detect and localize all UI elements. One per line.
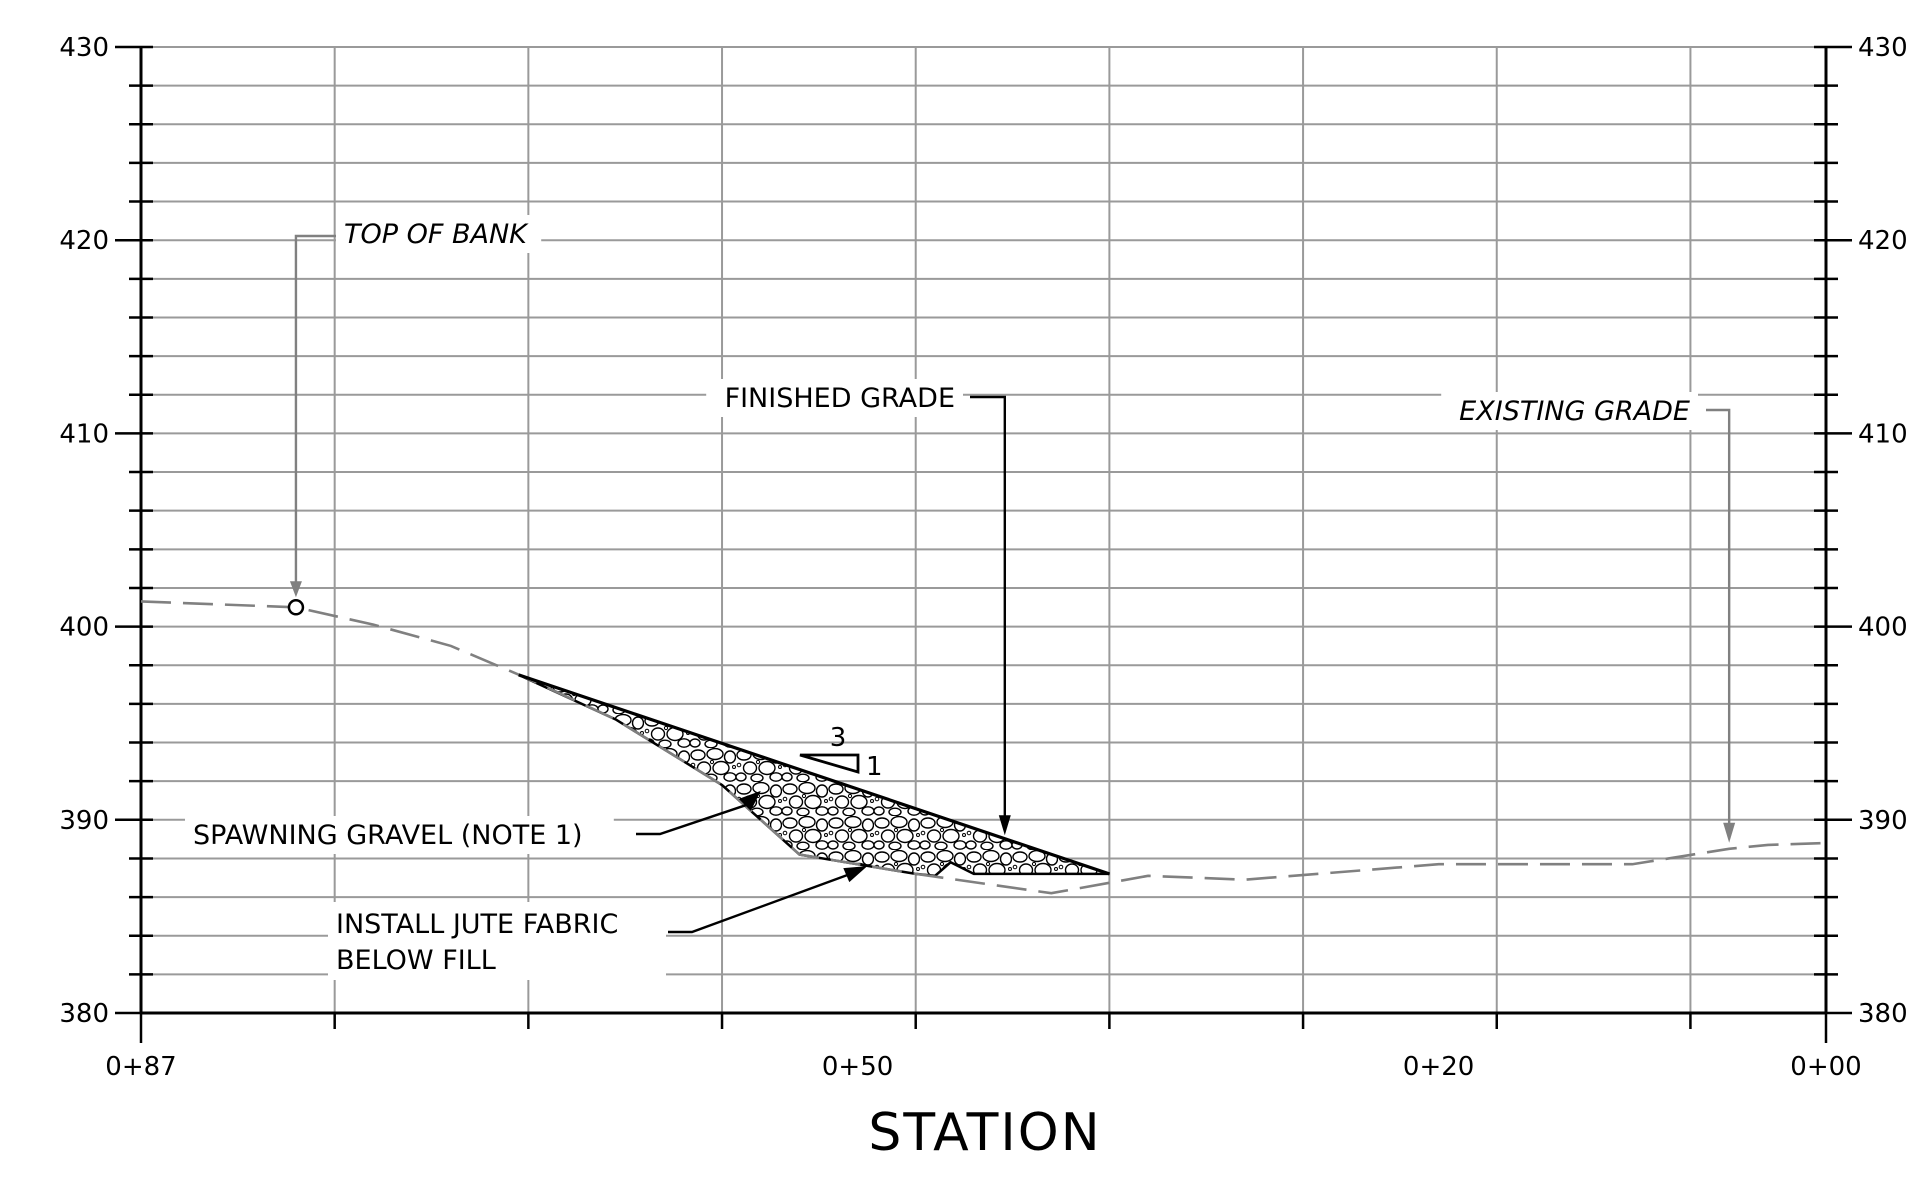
top-of-bank-marker bbox=[287, 599, 305, 616]
spawning-gravel-label-bg bbox=[185, 816, 614, 854]
existing-grade-arrowhead bbox=[1723, 822, 1736, 843]
series-layer bbox=[140, 600, 1827, 895]
y-tick-label-right: 430 bbox=[1858, 33, 1908, 63]
y-tick-label-right: 380 bbox=[1858, 999, 1908, 1029]
jute-fabric-leader bbox=[668, 871, 856, 934]
finished-grade-line bbox=[518, 673, 1110, 876]
y-tick-label-right: 400 bbox=[1858, 613, 1908, 643]
x-tick-label: 0+50 bbox=[822, 1052, 893, 1082]
x-axis-title: STATION bbox=[868, 1103, 1101, 1163]
jute-fabric-label-line: INSTALL JUTE FABRIC bbox=[336, 909, 618, 940]
y-tick-label-right: 410 bbox=[1858, 419, 1908, 449]
x-tick-label: 0+20 bbox=[1403, 1052, 1474, 1082]
spawning-gravel-label: SPAWNING GRAVEL (NOTE 1) bbox=[193, 820, 583, 851]
y-tick-label-left: 430 bbox=[59, 33, 109, 63]
existing-grade-label-bg bbox=[1441, 392, 1698, 430]
spawning-gravel-leader bbox=[636, 801, 754, 836]
existing-grade-line bbox=[140, 600, 1827, 895]
finished-grade-label-bg bbox=[706, 379, 963, 417]
spawning-gravel-arrowhead bbox=[738, 790, 761, 811]
axis-ticks bbox=[115, 45, 1852, 1043]
slope-triangle bbox=[799, 753, 860, 774]
y-axis-left-labels: 380 390 400 410 420 430 bbox=[59, 33, 109, 1029]
top-of-bank-label: TOP OF BANK bbox=[344, 219, 529, 250]
top-of-bank-arrowhead bbox=[289, 581, 302, 598]
annotation-layer: TOP OF BANK FINISHED GRADE EXISTING GRADE S… bbox=[185, 215, 1736, 980]
top-of-bank-leader bbox=[294, 234, 341, 594]
finished-grade-label: FINISHED GRADE bbox=[725, 383, 955, 414]
slope-rise-label: 1 bbox=[866, 752, 883, 782]
x-tick-label: 0+00 bbox=[1790, 1052, 1861, 1082]
x-axis-labels: 0+87 0+50 0+20 0+00 bbox=[105, 1052, 1861, 1082]
slope-run-label: 3 bbox=[830, 723, 847, 753]
y-tick-label-left: 390 bbox=[59, 806, 109, 836]
top-of-bank-label-bg bbox=[336, 215, 542, 253]
finished-grade-arrowhead bbox=[998, 815, 1011, 836]
plot-frame bbox=[139, 47, 1828, 1015]
jute-fabric-label-bg bbox=[328, 902, 666, 980]
y-axis-right-labels: 380 390 400 410 420 430 bbox=[1858, 33, 1908, 1029]
y-tick-label-left: 420 bbox=[59, 226, 109, 256]
jute-fabric-arrowhead bbox=[843, 866, 868, 883]
x-tick-label: 0+87 bbox=[105, 1052, 176, 1082]
jute-fabric-label-line: BELOW FILL bbox=[336, 945, 496, 976]
y-tick-label-left: 400 bbox=[59, 613, 109, 643]
finished-grade-leader bbox=[970, 395, 1007, 822]
existing-grade-label: EXISTING GRADE bbox=[1459, 396, 1690, 427]
y-tick-label-left: 410 bbox=[59, 419, 109, 449]
y-tick-label-right: 420 bbox=[1858, 226, 1908, 256]
y-tick-label-left: 380 bbox=[59, 999, 109, 1029]
existing-grade-leader bbox=[1706, 408, 1731, 831]
y-tick-label-right: 390 bbox=[1858, 806, 1908, 836]
